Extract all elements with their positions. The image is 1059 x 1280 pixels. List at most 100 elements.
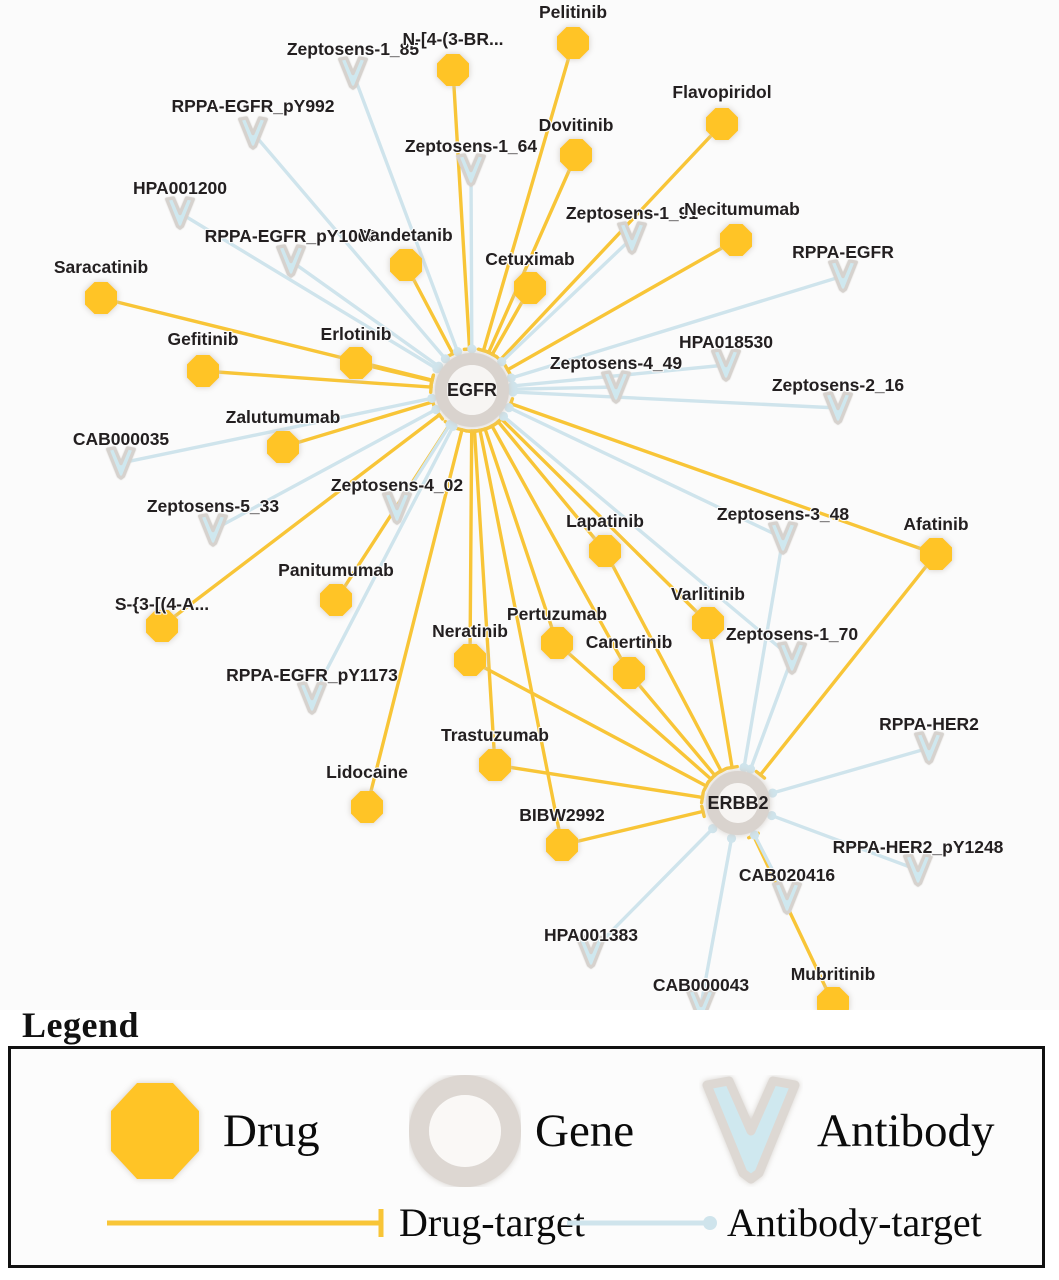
drug-node[interactable]: [514, 272, 546, 304]
drug-node[interactable]: [706, 108, 738, 140]
drug-node[interactable]: [817, 987, 849, 1010]
gene-node-ring[interactable]: [706, 771, 770, 835]
antibody-label: RPPA-EGFR_pY1068: [205, 226, 378, 246]
drug-node[interactable]: [720, 224, 752, 256]
antibody-label: Zeptosens-1_91: [566, 203, 699, 223]
drug-label: Afatinib: [903, 514, 968, 534]
drug-node[interactable]: [479, 749, 511, 781]
drug-label: Necitumumab: [684, 199, 800, 219]
drug-node[interactable]: [320, 584, 352, 616]
antibody-node[interactable]: [914, 731, 944, 765]
antibody-node[interactable]: [617, 221, 647, 255]
drug-label: Dovitinib: [539, 115, 614, 135]
network-diagram-canvas[interactable]: Zeptosens-1_85 RPPA-EGFR_pY992 Zeptosens-1…: [0, 0, 1059, 1010]
drug-node[interactable]: [437, 54, 469, 86]
drug-node[interactable]: [613, 657, 645, 689]
gene-icon: [409, 1075, 521, 1187]
antibody-node[interactable]: [711, 348, 741, 382]
drug-node[interactable]: [560, 139, 592, 171]
antibody-node[interactable]: [198, 513, 228, 547]
drug-label: S-{3-[(4-A...: [115, 594, 209, 614]
drug-label: Zalutumumab: [226, 407, 341, 427]
antibody-node[interactable]: [828, 259, 858, 293]
drug-label: Lapatinib: [566, 511, 644, 531]
drug-label: Vandetanib: [359, 225, 452, 245]
antibody-node[interactable]: [903, 853, 933, 887]
gene-node-ring[interactable]: [435, 353, 509, 427]
legend-edge-row: Drug-target Antibody-target: [11, 1199, 1042, 1259]
legend-label-antibody-target: Antibody-target: [727, 1200, 982, 1245]
legend-title: Legend: [22, 1005, 140, 1045]
drug-node[interactable]: [85, 282, 117, 314]
antibody-label: CAB020416: [739, 865, 836, 885]
antibody-label: Zeptosens-1_85: [287, 39, 420, 59]
antibody-label: Zeptosens-4_02: [331, 475, 464, 495]
antibody-node[interactable]: [576, 935, 606, 969]
antibody-node[interactable]: [456, 153, 486, 187]
drug-label: Mubritinib: [791, 964, 876, 984]
antibody-node[interactable]: [238, 116, 268, 150]
legend-item-gene: Gene: [409, 1075, 634, 1187]
antibody-label: Zeptosens-3_48: [717, 504, 850, 524]
drug-node[interactable]: [589, 535, 621, 567]
antibody-node[interactable]: [276, 244, 306, 278]
drug-node[interactable]: [267, 431, 299, 463]
gene-node-core[interactable]: [718, 783, 758, 823]
legend-node-row: Drug Gene Antibody: [11, 1071, 1042, 1187]
nodes-layer: [85, 27, 952, 1010]
antibody-label: Zeptosens-5_33: [147, 496, 280, 516]
labels-layer: Zeptosens-1_85 RPPA-EGFR_pY992 Zeptosens-1…: [53, 1, 1005, 996]
drug-label: Flavopiridol: [672, 82, 771, 102]
antibody-node[interactable]: [768, 521, 798, 555]
drug-node[interactable]: [920, 538, 952, 570]
antibody-label: Zeptosens-1_70: [726, 624, 859, 644]
drug-node[interactable]: [351, 791, 383, 823]
drug-node[interactable]: [557, 27, 589, 59]
legend-item-antibody-target: Antibody-target: [563, 1203, 982, 1243]
legend-label-drug: Drug: [223, 1104, 320, 1157]
drug-node[interactable]: [692, 607, 724, 639]
drug-node[interactable]: [146, 610, 178, 642]
antibody-node[interactable]: [601, 370, 631, 404]
drug-node[interactable]: [454, 644, 486, 676]
drug-label: Trastuzumab: [441, 725, 549, 745]
gene-label: EGFR: [447, 380, 497, 400]
drug-label: Varlitinib: [671, 584, 745, 604]
antibody-label: Zeptosens-1_64: [405, 136, 538, 156]
drug-label: Erlotinib: [321, 324, 392, 344]
drug-icon: [111, 1083, 199, 1179]
antibody-node[interactable]: [106, 446, 136, 480]
drug-label: Canertinib: [586, 632, 673, 652]
gene-label: ERBB2: [707, 793, 768, 813]
drug-node[interactable]: [187, 355, 219, 387]
legend-box: Drug Gene Antibody: [8, 1046, 1045, 1268]
drug-node[interactable]: [541, 627, 573, 659]
antibody-node[interactable]: [772, 881, 802, 915]
gene-node-core[interactable]: [447, 365, 497, 415]
antibody-node[interactable]: [382, 491, 412, 525]
drug-label: BIBW2992: [519, 805, 605, 825]
antibody-node[interactable]: [297, 681, 327, 715]
legend-label-drug-target: Drug-target: [399, 1200, 585, 1245]
drug-label: N-[4-(3-BR...: [402, 29, 503, 49]
drug-label: Cetuximab: [485, 249, 574, 269]
antibody-node[interactable]: [165, 196, 195, 230]
antibody-target-edge-icon: [567, 1216, 717, 1230]
antibody-node[interactable]: [777, 641, 807, 675]
antibody-label: RPPA-EGFR_pY992: [171, 96, 334, 116]
drug-label: Pelitinib: [539, 2, 607, 22]
drug-node[interactable]: [546, 829, 578, 861]
antibody-node[interactable]: [823, 391, 853, 425]
drug-node[interactable]: [340, 347, 372, 379]
antibody-label: CAB000043: [653, 975, 750, 995]
antibody-label: Zeptosens-4_49: [550, 353, 683, 373]
drug-node[interactable]: [390, 249, 422, 281]
antibody-label: HPA001383: [544, 925, 638, 945]
drug-label: Saracatinib: [54, 257, 148, 277]
antibody-label: RPPA-HER2: [879, 714, 979, 734]
antibody-node[interactable]: [338, 56, 368, 90]
antibody-label: RPPA-EGFR_pY1173: [226, 665, 398, 685]
antibody-label: CAB000035: [73, 429, 170, 449]
antibody-label: Zeptosens-2_16: [772, 375, 905, 395]
antibody-node[interactable]: [686, 988, 716, 1010]
